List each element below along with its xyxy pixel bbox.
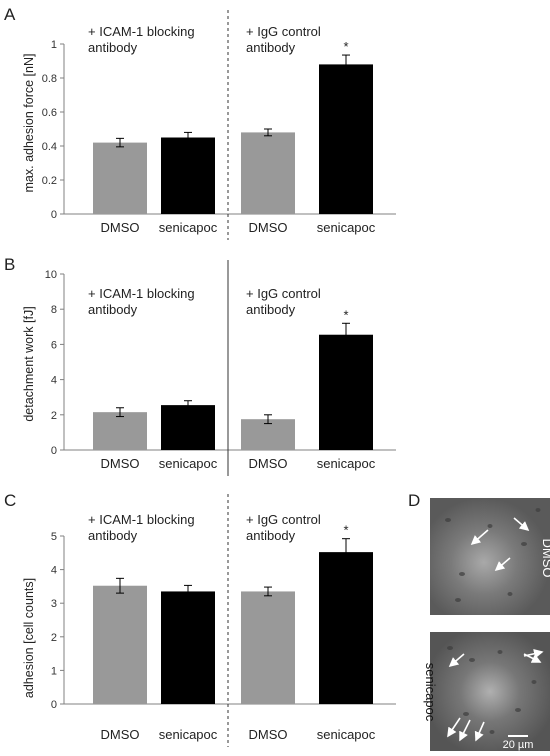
panel-c-y-tick-label: 5 (51, 531, 57, 543)
panel-b-y-tick-label: 0 (51, 445, 57, 457)
micrograph-senicapoc-label: senicapoc (423, 663, 438, 722)
panel-b-category-label: senicapoc (317, 456, 376, 471)
panel-b-y-tick-label: 8 (51, 304, 57, 316)
micrograph-dmso: DMSO (430, 498, 550, 615)
panel-b-category-label: senicapoc (159, 456, 218, 471)
panel-c-group-left-line2: antibody (88, 528, 138, 543)
panel-b-group-left-line1: + ICAM-1 blocking (88, 286, 195, 301)
panel-b-significance-star: * (343, 307, 348, 322)
panel-c-bar (93, 585, 147, 704)
panel-b-bar (161, 405, 215, 450)
panel-c-category-label: DMSO (101, 727, 140, 742)
panel-b-ylabel: detachment work [fJ] (22, 306, 36, 421)
arrow-icon (470, 517, 530, 572)
arrow-icon (447, 649, 544, 742)
panel-c-category-label: senicapoc (159, 727, 218, 742)
panel-a-bar (319, 64, 373, 215)
panel-c: C adhesion [cell counts] + ICAM-1 blocki… (4, 491, 396, 747)
panel-b-plot: 0 2 4 6 8 10 DMSO senicapoc DMSO senicapoc (45, 260, 396, 476)
panel-c-y-tick-label: 4 (51, 565, 57, 577)
panel-c-significance-star: * (343, 523, 348, 538)
micrograph-dmso-label: DMSO (540, 539, 550, 578)
panel-c-category-label: senicapoc (317, 727, 376, 742)
panel-a-y-tick-label: 0.2 (42, 175, 57, 187)
panel-c-bar (161, 591, 215, 704)
panel-c-ylabel: adhesion [cell counts] (22, 578, 36, 698)
panel-b-bar (241, 419, 295, 450)
panel-b-y-tick-label: 2 (51, 410, 57, 422)
panel-b: B detachment work [fJ] + ICAM-1 blocking… (4, 255, 396, 476)
panel-c-group-right-line1: + IgG control (246, 512, 321, 527)
panel-b-y-tick-label: 4 (51, 375, 57, 387)
micrograph-senicapoc: senicapoc 20 µm (423, 632, 550, 751)
panel-a-significance-star: * (343, 39, 348, 54)
panel-b-group-right-line2: antibody (246, 302, 296, 317)
panel-a-group-right-line1: + IgG control (246, 24, 321, 39)
panel-c-group-right-line2: antibody (246, 528, 296, 543)
panel-a-ylabel: max. adhesion force [nN] (22, 54, 36, 193)
panel-a-category-label: DMSO (249, 220, 288, 235)
panel-b-category-label: DMSO (249, 456, 288, 471)
panel-b-bar (93, 412, 147, 450)
scale-bar-label: 20 µm (503, 739, 534, 751)
panel-c-group-left-line1: + ICAM-1 blocking (88, 512, 195, 527)
panel-a: A max. adhesion force [nN] + ICAM-1 bloc… (4, 5, 396, 240)
panel-c-bar (319, 552, 373, 704)
panel-c-bar (241, 591, 295, 704)
panel-d: D DMSO (400, 482, 550, 751)
panel-a-y-tick-label: 0 (51, 209, 57, 221)
panel-b-group-left-line2: antibody (88, 302, 138, 317)
panel-a-letter: A (4, 5, 16, 24)
panel-c-y-tick-label: 3 (51, 598, 57, 610)
panel-b-letter: B (4, 255, 15, 274)
panel-b-y-tick-label: 6 (51, 339, 57, 351)
panel-d-svg: D DMSO (408, 491, 550, 751)
panel-c-y-tick-label: 0 (51, 699, 57, 711)
panel-a-y-tick-label: 1 (51, 39, 57, 51)
panel-c-plot: 0 1 2 3 4 5 DMSO senicapoc DMSO senicapoc (51, 494, 396, 747)
panel-b-group-right-line1: + IgG control (246, 286, 321, 301)
panel-c-y-tick-label: 1 (51, 665, 57, 677)
panel-b-y-tick-label: 10 (45, 269, 57, 281)
panel-a-category-label: senicapoc (159, 220, 218, 235)
panel-a-y-tick-label: 0.4 (42, 141, 57, 153)
panel-a-bar (241, 132, 295, 214)
panel-a-y-tick-label: 0.6 (42, 107, 57, 119)
panel-a-category-label: DMSO (101, 220, 140, 235)
panel-a-bar (161, 137, 215, 214)
panel-b-category-label: DMSO (101, 456, 140, 471)
panel-d-letter: D (408, 491, 420, 510)
panel-a-group-left-line1: + ICAM-1 blocking (88, 24, 195, 39)
panel-a-group-left-line2: antibody (88, 40, 138, 55)
panel-c-category-label: DMSO (249, 727, 288, 742)
panel-a-bar (93, 142, 147, 214)
panel-a-category-label: senicapoc (317, 220, 376, 235)
panel-a-y-tick-label: 0.8 (42, 73, 57, 85)
panel-a-plot: 0 0.2 0.4 0.6 0.8 1 DMSO senicapoc DMSO senicapoc (42, 10, 396, 240)
panel-b-bar (319, 334, 373, 450)
panel-c-letter: C (4, 491, 16, 510)
panel-a-group-right-line2: antibody (246, 40, 296, 55)
panel-c-y-tick-label: 2 (51, 632, 57, 644)
